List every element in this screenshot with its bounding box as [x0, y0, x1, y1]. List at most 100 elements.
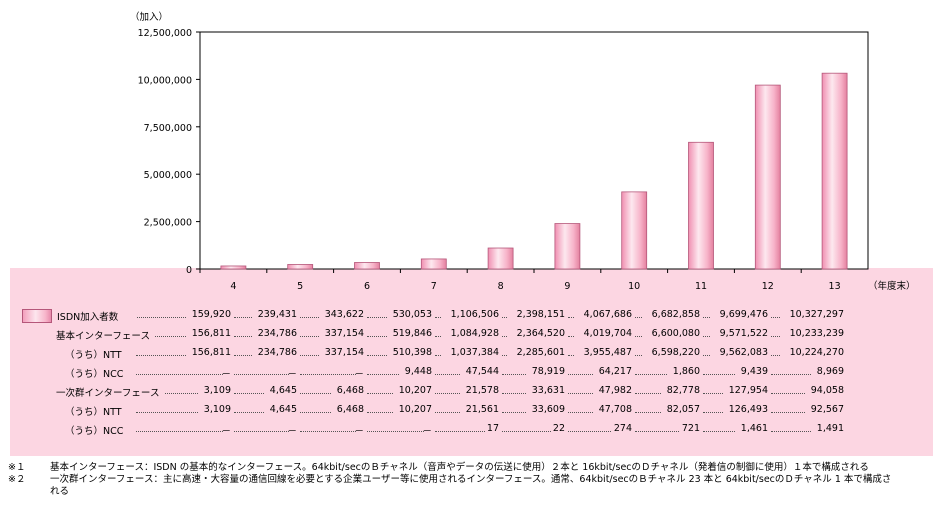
- table-cell: 4,067,686: [583, 309, 632, 320]
- table-cell: 9,571,522: [719, 328, 768, 339]
- leader-dots: [300, 317, 319, 318]
- table-cell: 2,398,151: [516, 309, 565, 320]
- leader-dots: [635, 317, 643, 318]
- leader-dots: [635, 393, 661, 394]
- leader-dots: [435, 317, 442, 318]
- leader-dots: [234, 393, 264, 394]
- footnote: ※２ 一次群インターフェース：主に高速・大容量の通信回線を必要とする企業ユーザー等…: [8, 471, 938, 485]
- table-cell: 1,037,384: [450, 347, 499, 358]
- footnote-number: ※１: [8, 462, 26, 473]
- table-cell: 721: [681, 423, 700, 434]
- table-cell: 337,154: [324, 328, 364, 339]
- data-table-panel: ISDN加入者数 159,920 239,431 343,622 530,053 1,10…: [10, 268, 933, 456]
- table-cell: 1,084,928: [450, 328, 499, 339]
- bar-11: [688, 141, 714, 270]
- leader-dots: [771, 412, 805, 413]
- leader-dots: [502, 393, 526, 394]
- leader-dots: [164, 393, 198, 394]
- table-cell: 6,600,080: [651, 328, 700, 339]
- leader-dots: [703, 355, 711, 356]
- table-cell: 4,019,704: [583, 328, 632, 339]
- leader-dots: [137, 317, 186, 318]
- table-cell: 343,622: [324, 309, 364, 320]
- x-tick-label: 12: [762, 281, 774, 290]
- bar-5: [287, 264, 314, 270]
- leader-dots: [703, 317, 711, 318]
- leader-dots: [300, 393, 331, 394]
- table-cell: 9,699,476: [719, 309, 768, 320]
- leader-dots: [771, 317, 780, 318]
- table-cell: 8,969: [816, 366, 844, 377]
- leader-dots: [703, 374, 735, 375]
- row-label: 基本インターフェース: [56, 331, 150, 342]
- footnote: れる: [8, 483, 938, 497]
- bar-13: [821, 72, 848, 270]
- table-cell: －: [354, 369, 364, 380]
- table-cell: 3,109: [203, 404, 231, 415]
- table-cell: 9,448: [404, 366, 432, 377]
- x-tick-label: 8: [498, 281, 504, 290]
- leader-dots: [568, 317, 575, 318]
- bar-7: [420, 258, 447, 270]
- table-cell: 126,493: [728, 404, 768, 415]
- x-tick-label: 13: [829, 281, 841, 290]
- leader-dots: [300, 374, 356, 375]
- leader-dots: [135, 431, 223, 432]
- y-tick-label: 2,500,000: [144, 218, 192, 229]
- table-cell: 3,955,487: [583, 347, 632, 358]
- y-tick-label: 0: [186, 265, 192, 276]
- table-cell: 4,645: [269, 404, 297, 415]
- table-row: 一次群インターフェース 3,109 4,645 6,468 10,207 21,578 33…: [10, 384, 933, 400]
- leader-dots: [367, 431, 424, 432]
- table-cell: 6,598,220: [651, 347, 700, 358]
- leader-dots: [367, 336, 387, 337]
- x-tick-label: 9: [564, 281, 570, 290]
- bar-9: [554, 223, 581, 270]
- table-cell: 22: [552, 423, 565, 434]
- leader-dots: [435, 393, 460, 394]
- leader-dots: [367, 317, 387, 318]
- table-cell: 6,468: [336, 404, 364, 415]
- x-tick-label: 7: [431, 281, 437, 290]
- table-cell: 239,431: [257, 309, 297, 320]
- table-cell: 47,708: [598, 404, 632, 415]
- leader-dots: [300, 412, 331, 413]
- table-cell: 92,567: [810, 404, 844, 415]
- y-tick-label: 10,000,000: [138, 75, 192, 86]
- table-cell: 1,491: [816, 423, 844, 434]
- legend-swatch: [22, 309, 52, 323]
- table-cell: 82,778: [666, 385, 700, 396]
- table-cell: 274: [613, 423, 632, 434]
- table-cell: 337,154: [324, 347, 364, 358]
- row-label: （うち）NCC: [65, 369, 124, 380]
- leader-dots: [703, 431, 735, 432]
- leader-dots: [568, 355, 575, 356]
- leader-dots: [771, 374, 811, 375]
- x-tick-label: 5: [297, 281, 303, 290]
- table-cell: 234,786: [257, 347, 297, 358]
- y-tick-label: 7,500,000: [144, 123, 192, 134]
- leader-dots: [367, 412, 393, 413]
- table-cell: －: [221, 426, 231, 437]
- table-row: （うち）NTT 156,811 234,786 337,154 510,398 1,037…: [10, 346, 933, 362]
- leader-dots: [234, 317, 252, 318]
- table-cell: 33,631: [531, 385, 565, 396]
- table-cell: 156,811: [191, 328, 231, 339]
- leader-dots: [635, 374, 667, 375]
- leader-dots: [635, 431, 680, 432]
- leader-dots: [502, 374, 526, 375]
- y-unit-label: （加入）: [130, 11, 168, 23]
- leader-dots: [703, 336, 711, 337]
- table-cell: 6,682,858: [651, 309, 700, 320]
- leader-dots: [635, 355, 643, 356]
- table-cell: 21,578: [465, 385, 499, 396]
- x-unit-label: （年度末）: [868, 280, 916, 290]
- table-cell: 127,954: [728, 385, 768, 396]
- bar-10: [621, 191, 648, 270]
- leader-dots: [771, 355, 780, 356]
- leader-dots: [703, 393, 723, 394]
- bar-chart: 12,500,000 10,000,000 7,500,000 5,000,000 2,…: [130, 11, 916, 290]
- leader-dots: [502, 336, 508, 337]
- table-cell: －: [221, 369, 231, 380]
- leader-dots: [234, 374, 289, 375]
